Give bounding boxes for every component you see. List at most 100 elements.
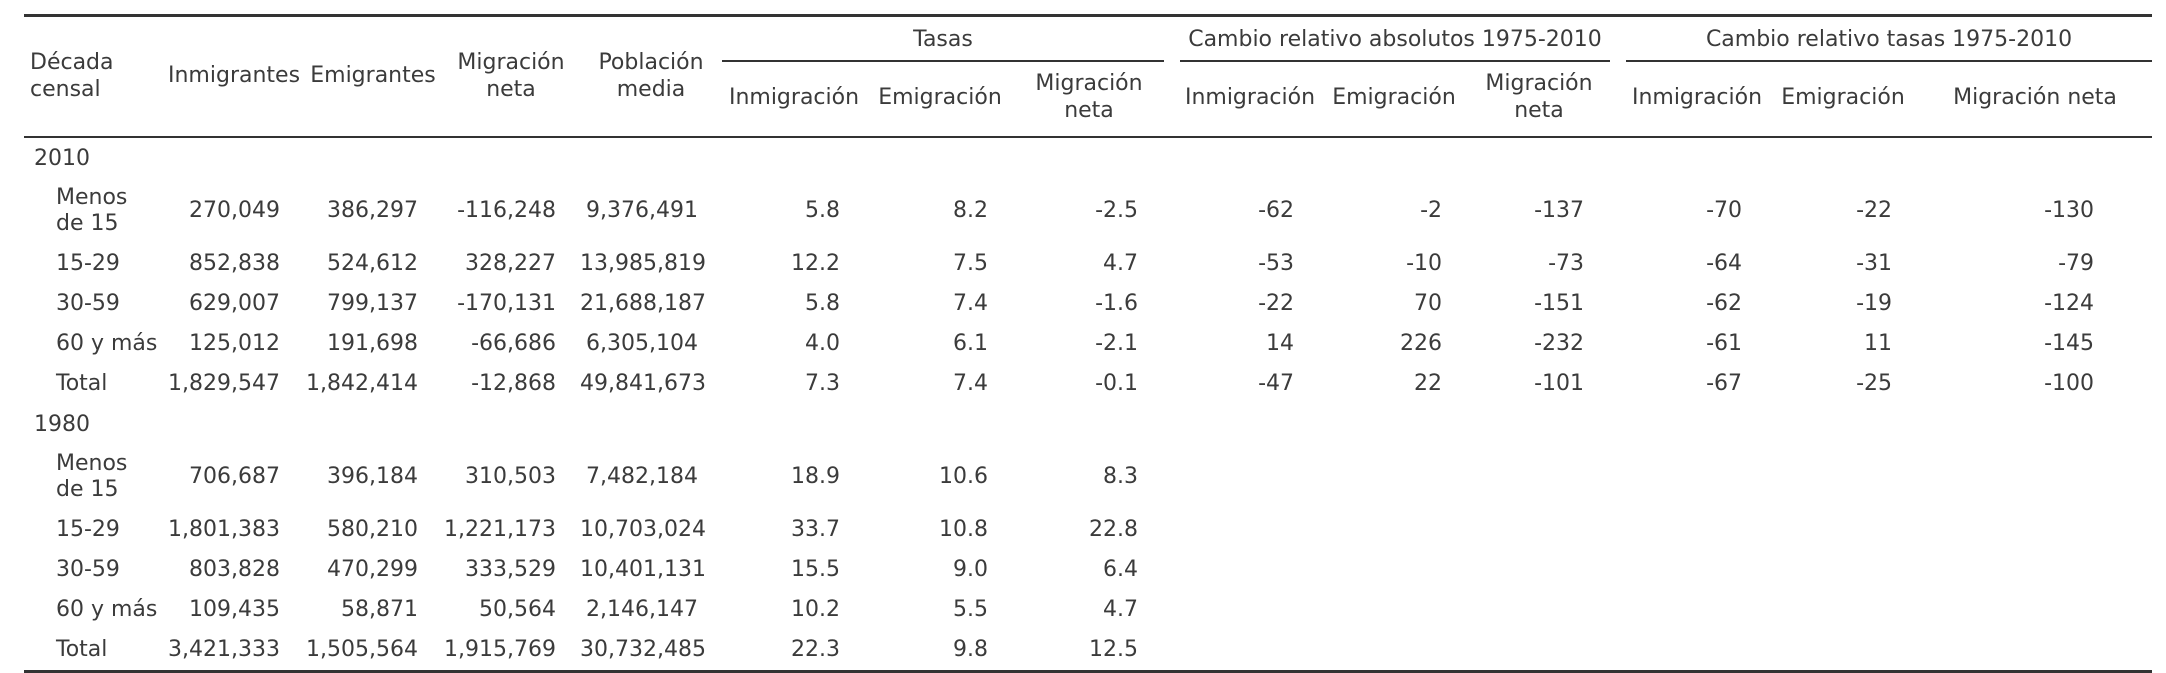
cell: -101 [1534,371,1584,396]
cell: -53 [1258,251,1294,276]
cell: -1.6 [1095,291,1138,316]
cell: -2.5 [1095,198,1138,223]
cell: -145 [2044,331,2095,356]
cell [1626,444,1768,510]
cell: 33.7 [791,517,840,542]
cell [1626,550,1768,590]
group-gap [1164,324,1180,364]
cell: 7.3 [805,371,840,396]
group-gap [1610,244,1626,284]
cell [1768,510,1918,550]
row-label: 15-29 [56,251,120,276]
cell: 852,838 [189,251,280,276]
column-header: Emigración [1332,84,1456,110]
cell: 270,049 [189,198,280,223]
cell: 109,435 [189,597,280,622]
cell [1768,590,1918,630]
column-header: Inmigración [728,84,860,110]
group-gap [1610,284,1626,324]
cell: -100 [2044,371,2095,396]
row-label: Total [56,371,108,396]
cell: 1,505,564 [306,637,418,662]
cell: 191,698 [327,331,418,356]
group-gap [1164,550,1180,590]
cell: 11 [1864,331,1892,356]
row-label: Total [56,637,108,662]
table-row: Total 3,421,333 1,505,564 1,915,769 30,732,4… [24,630,2152,672]
cell: 4.0 [805,331,840,356]
cell [1320,444,1468,510]
cell: 30,732,485 [580,637,706,662]
cell [1918,510,2152,550]
table-row: 60 y más 109,435 58,871 50,564 2,146,147 10.2… [24,590,2152,630]
row-label: 60 y más [56,331,158,356]
cell [1768,550,1918,590]
column-header: Inmigrantes [168,63,301,88]
row-label: 15-29 [56,517,120,542]
cell: -170,131 [457,291,556,316]
cell: 9.8 [953,637,988,662]
group-gap [1610,178,1626,244]
section-label: 1980 [34,412,90,437]
table-row: 15-29 1,801,383 580,210 1,221,173 10,703,024… [24,510,2152,550]
cell: 470,299 [327,557,418,582]
column-header: Migración neta [1485,71,1593,123]
cell: 706,687 [189,464,280,489]
cell: -2.1 [1095,331,1138,356]
table-header: Década censal Inmigrantes Emigrantes Migrac… [24,15,2153,137]
cell: 10,703,024 [580,517,706,542]
cell: 6.1 [953,331,988,356]
group-gap [1164,590,1180,630]
group-gap [1610,444,1626,510]
group-gap [1164,16,1180,138]
cell: 10.2 [791,597,840,622]
group-header: Cambio relativo absolutos 1975-2010 [1180,15,1610,62]
cell: -232 [1534,331,1584,356]
cell: 10.8 [939,517,988,542]
cell: 803,828 [189,557,280,582]
header-group-row: Década censal Inmigrantes Emigrantes Migrac… [24,15,2153,102]
cell [1320,550,1468,590]
group-gap [1164,244,1180,284]
cell: 22 [1414,371,1442,396]
table-row: 30-59 629,007 799,137 -170,131 21,688,187 5.8… [24,284,2152,324]
cell [1180,444,1320,510]
group-gap [1610,16,1626,138]
column-header: Migración neta [1953,84,2117,110]
cell: 333,529 [465,557,556,582]
row-label: 60 y más [56,597,158,622]
cell: 49,841,673 [580,371,706,396]
cell: -79 [2058,251,2095,276]
group-gap [1164,364,1180,404]
cell [1626,630,1768,672]
cell: 15.5 [791,557,840,582]
cell: -151 [1534,291,1584,316]
group-gap [1610,550,1626,590]
cell: -62 [1706,291,1742,316]
cell [1918,630,2152,672]
cell: 18.9 [791,464,840,489]
cell [1626,590,1768,630]
table-body: 2010 Menos de 15 270,049 386,297 -116,248 9,3… [24,137,2152,672]
cell: 396,184 [327,464,418,489]
cell: 1,801,383 [168,517,280,542]
column-header: Migración neta [1035,71,1143,123]
table-row: Menos de 15 706,687 396,184 310,503 7,482,18… [24,444,2152,510]
cell: -12,868 [471,371,556,396]
cell: 2,146,147 [586,597,698,622]
table-row: 30-59 803,828 470,299 333,529 10,401,131 15.5… [24,550,2152,590]
cell: -47 [1258,371,1294,396]
cell: 310,503 [465,464,556,489]
cell: -116,248 [457,198,556,223]
cell: -22 [1856,198,1892,223]
table-row: 60 y más 125,012 191,698 -66,686 6,305,104 4.… [24,324,2152,364]
group-gap [1164,510,1180,550]
cell: -31 [1856,251,1892,276]
cell: -62 [1258,198,1294,223]
cell: 7.4 [953,291,988,316]
cell [1180,510,1320,550]
cell [1468,630,1610,672]
cell: 5.8 [805,198,840,223]
column-header: Migración neta [457,49,565,102]
column-header: Población media [598,49,704,102]
